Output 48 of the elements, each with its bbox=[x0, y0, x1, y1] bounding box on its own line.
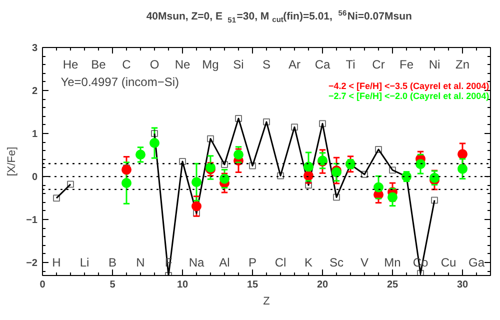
annotation: V bbox=[360, 256, 369, 270]
annotation: Ga bbox=[468, 256, 485, 270]
annotation: Ni bbox=[428, 58, 440, 72]
annotation: Mn bbox=[384, 256, 401, 270]
annotation: Ti bbox=[346, 58, 356, 72]
x-axis-title: Z bbox=[263, 296, 270, 308]
annotation: Ye=0.4997 (incom−Si) bbox=[60, 74, 180, 89]
y-tick-label: −1 bbox=[26, 215, 38, 226]
annotation: Na bbox=[188, 256, 204, 270]
annotation: Al bbox=[219, 256, 230, 270]
text: −2.7 < [Fe/H] <−2.0 (Cayrel et al. 2004) bbox=[328, 91, 490, 102]
annotation: S bbox=[262, 58, 271, 72]
annotation: F bbox=[164, 256, 172, 270]
annotation: Mg bbox=[202, 58, 219, 72]
annotation: C bbox=[122, 58, 132, 72]
annotation: Ar bbox=[288, 58, 301, 72]
y-axis-title: [X/Fe] bbox=[6, 146, 18, 176]
annotation: B bbox=[108, 256, 117, 270]
x-tick-label: 30 bbox=[456, 280, 468, 290]
annotation: Sc bbox=[330, 256, 344, 270]
x-tick-label: 20 bbox=[316, 280, 328, 290]
x-tick-label: 10 bbox=[176, 280, 188, 290]
annotation: Cu bbox=[440, 256, 456, 270]
x-tick-label: 25 bbox=[386, 280, 398, 290]
annotation: H bbox=[52, 256, 61, 270]
y-tick-label: 3 bbox=[32, 43, 38, 54]
annotation: Li bbox=[80, 256, 90, 270]
y-tick-label: 1 bbox=[32, 129, 38, 140]
y-tick-label: 0 bbox=[32, 172, 38, 184]
annotation: O bbox=[150, 58, 160, 72]
x-tick-label: 15 bbox=[246, 280, 258, 290]
annotation: He bbox=[62, 58, 78, 72]
x-tick-label: 5 bbox=[110, 280, 116, 290]
annotation: Fe bbox=[400, 58, 414, 72]
annotation: K bbox=[304, 256, 313, 270]
y-tick-label: −2 bbox=[26, 258, 38, 270]
annotation: Zn bbox=[456, 58, 470, 72]
annotation: Cr bbox=[372, 58, 385, 72]
y-tick-label: 2 bbox=[32, 86, 38, 98]
annotation: Ne bbox=[174, 58, 190, 72]
annotation: Si bbox=[233, 58, 244, 72]
x-tick-label: 0 bbox=[40, 280, 46, 290]
annotation: Be bbox=[91, 58, 106, 72]
annotation: P bbox=[248, 256, 257, 270]
annotation: Cl bbox=[274, 256, 286, 270]
annotation: N bbox=[136, 256, 145, 270]
text: −4.2 < [Fe/H] <−3.5 (Cayrel et al. 2004) bbox=[328, 81, 490, 92]
annotation: Ca bbox=[314, 58, 330, 72]
